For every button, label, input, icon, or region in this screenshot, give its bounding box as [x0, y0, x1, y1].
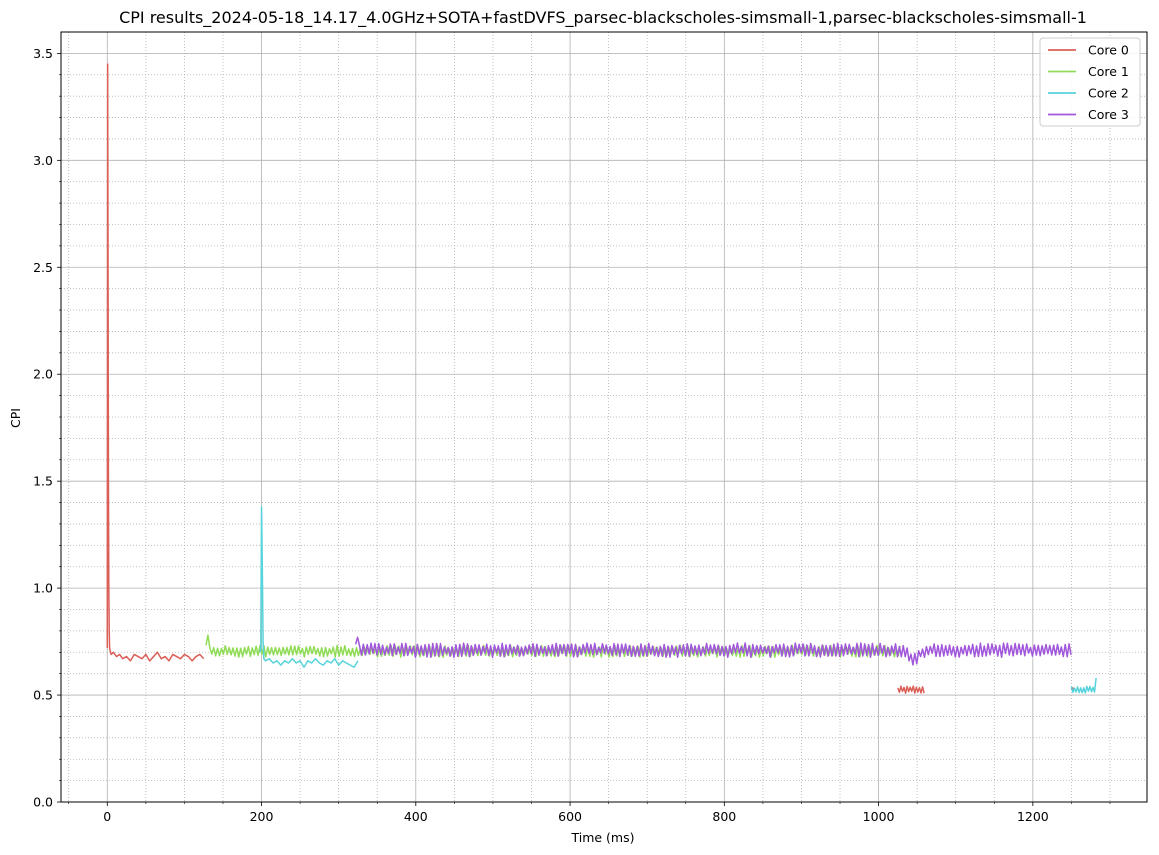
- core-0-line: [897, 685, 925, 694]
- x-axis-label: Time (ms): [570, 830, 634, 845]
- x-tick-label: 600: [558, 809, 582, 824]
- y-tick-label: 3.5: [33, 46, 53, 61]
- core-2-line: [259, 506, 359, 668]
- x-tick-label: 200: [250, 809, 274, 824]
- legend-label-core-3: Core 3: [1088, 107, 1129, 122]
- core-3-line: [354, 636, 1072, 666]
- x-tick-label: 800: [712, 809, 736, 824]
- chart-title: CPI results_2024-05-18_14.17_4.0GHz+SOTA…: [119, 8, 1087, 28]
- y-tick-label: 1.5: [33, 474, 53, 489]
- x-axis: 0 200 400 600 800 1000 1200: [68, 802, 1111, 824]
- y-tick-label: 1.0: [33, 581, 53, 596]
- minor-grid: [61, 32, 1147, 802]
- core-0-line: [106, 63, 205, 662]
- legend-label-core-1: Core 1: [1088, 64, 1129, 79]
- y-tick-label: 3.0: [33, 153, 53, 168]
- x-tick-label: 1200: [1017, 809, 1049, 824]
- y-tick-label: 0.5: [33, 688, 53, 703]
- y-tick-label: 2.0: [33, 367, 53, 382]
- x-tick-label: 400: [404, 809, 428, 824]
- legend-label-core-2: Core 2: [1088, 86, 1129, 101]
- x-tick-label: 0: [103, 809, 111, 824]
- series-layer: [106, 63, 1097, 694]
- y-axis-label: CPI: [8, 408, 23, 428]
- y-tick-label: 0.0: [33, 795, 53, 810]
- y-axis: 0.0 0.5 1.0 1.5 2.0 2.5 3.0 3.5: [33, 46, 61, 810]
- y-tick-label: 2.5: [33, 260, 53, 275]
- core-2-line: [1070, 677, 1097, 694]
- x-tick-label: 1000: [863, 809, 895, 824]
- legend: Core 0 Core 1 Core 2 Core 3: [1039, 37, 1141, 127]
- legend-label-core-0: Core 0: [1088, 43, 1129, 58]
- legend-box: [1039, 37, 1141, 127]
